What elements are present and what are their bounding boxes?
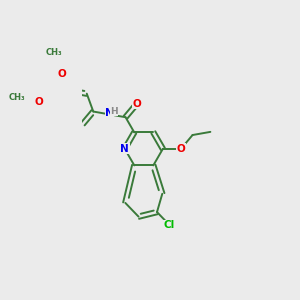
Text: O: O: [34, 97, 43, 107]
Text: N: N: [120, 144, 129, 154]
Text: Cl: Cl: [164, 220, 175, 230]
Text: N: N: [105, 108, 114, 118]
Text: O: O: [132, 99, 141, 109]
Text: O: O: [58, 69, 66, 79]
Text: H: H: [110, 107, 118, 116]
Text: CH₃: CH₃: [46, 48, 63, 57]
Text: CH₃: CH₃: [8, 94, 25, 103]
Text: O: O: [177, 144, 185, 154]
